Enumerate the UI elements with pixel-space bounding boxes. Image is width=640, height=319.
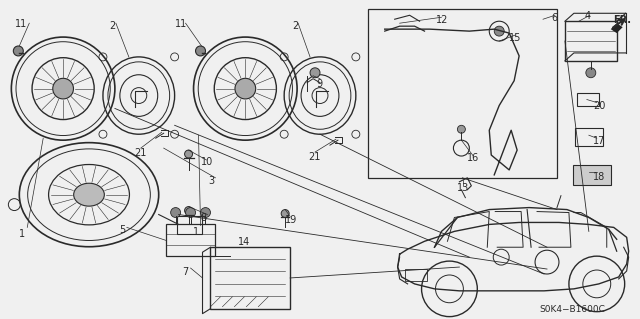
Bar [404, 269, 426, 281]
Bar [211, 247, 290, 309]
Text: 18: 18 [593, 172, 605, 182]
Bar [577, 93, 599, 107]
Circle shape [235, 78, 256, 99]
Text: 13: 13 [458, 183, 470, 193]
Bar [368, 9, 557, 178]
Circle shape [13, 46, 23, 56]
Text: 21: 21 [308, 152, 321, 162]
Circle shape [52, 78, 74, 99]
Text: S0K4−B1600C: S0K4−B1600C [539, 305, 605, 314]
Text: 2: 2 [292, 21, 298, 31]
Text: 20: 20 [593, 100, 605, 110]
Text: 15: 15 [509, 33, 522, 43]
Bar [573, 165, 611, 185]
Circle shape [586, 68, 596, 78]
Circle shape [494, 26, 504, 36]
Text: 9: 9 [316, 79, 322, 89]
Circle shape [186, 208, 196, 218]
Text: 1: 1 [19, 229, 26, 239]
Text: 19: 19 [285, 214, 298, 225]
Circle shape [200, 208, 211, 218]
Text: 3: 3 [209, 176, 214, 186]
Text: 14: 14 [238, 237, 251, 247]
Polygon shape [611, 23, 623, 33]
Circle shape [310, 68, 320, 78]
Text: 4: 4 [585, 11, 591, 21]
Text: 5: 5 [119, 226, 125, 235]
Text: 16: 16 [467, 153, 479, 163]
Circle shape [184, 207, 193, 214]
Text: 8: 8 [200, 212, 207, 223]
Bar [166, 225, 216, 256]
Text: 21: 21 [134, 148, 146, 158]
Ellipse shape [74, 183, 104, 206]
Circle shape [171, 208, 180, 218]
Circle shape [281, 210, 289, 218]
Text: 1: 1 [193, 227, 198, 237]
Text: 6: 6 [551, 13, 557, 23]
Text: 11: 11 [175, 19, 187, 29]
Bar [565, 21, 617, 61]
Text: 10: 10 [200, 157, 212, 167]
Text: 17: 17 [593, 136, 605, 146]
Circle shape [458, 125, 465, 133]
Text: 2: 2 [109, 21, 115, 31]
Text: 7: 7 [182, 267, 189, 277]
Text: FR.: FR. [612, 15, 631, 25]
Circle shape [184, 150, 193, 158]
Text: 12: 12 [435, 15, 448, 25]
Bar [575, 128, 603, 146]
Text: 11: 11 [15, 19, 28, 29]
Bar [177, 217, 202, 234]
Circle shape [196, 46, 205, 56]
